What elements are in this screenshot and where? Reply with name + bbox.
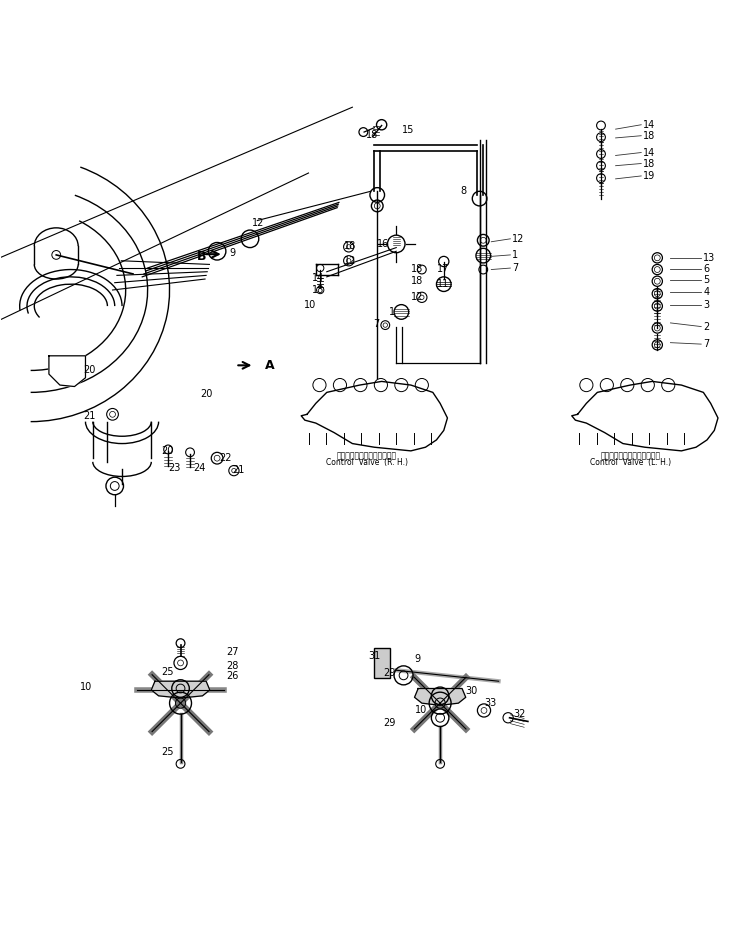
Text: 23: 23 <box>168 464 181 474</box>
Text: 18: 18 <box>644 130 655 141</box>
Text: 18: 18 <box>411 277 423 286</box>
Text: 25: 25 <box>161 748 173 757</box>
Text: 2: 2 <box>703 321 710 331</box>
Text: 18: 18 <box>411 263 423 274</box>
Polygon shape <box>301 382 448 451</box>
Text: 28: 28 <box>227 661 239 671</box>
Text: 1: 1 <box>512 250 518 260</box>
Text: 18: 18 <box>366 130 378 140</box>
Text: 7: 7 <box>703 339 710 349</box>
Text: 13: 13 <box>703 253 716 263</box>
Text: Control  Valve  (R. H.): Control Valve (R. H.) <box>326 458 408 467</box>
Text: 21: 21 <box>233 465 245 475</box>
Text: 10: 10 <box>80 682 92 692</box>
Text: 29: 29 <box>383 668 396 678</box>
Text: 8: 8 <box>461 185 467 196</box>
Text: 31: 31 <box>368 651 381 661</box>
Text: 15: 15 <box>402 125 415 135</box>
Text: 9: 9 <box>415 654 421 664</box>
Text: 12: 12 <box>512 234 524 244</box>
Text: 6: 6 <box>703 263 710 274</box>
Text: B: B <box>197 250 207 263</box>
Text: 25: 25 <box>161 667 173 677</box>
Text: 16: 16 <box>377 239 389 249</box>
Text: 7: 7 <box>373 319 379 330</box>
Text: 14: 14 <box>644 120 655 129</box>
Text: 12: 12 <box>344 256 356 265</box>
Text: 27: 27 <box>227 647 239 657</box>
Text: 14: 14 <box>644 147 655 157</box>
Text: 12: 12 <box>411 292 424 303</box>
Text: 17: 17 <box>437 263 449 274</box>
Text: 18: 18 <box>344 241 356 251</box>
Text: 30: 30 <box>465 686 478 695</box>
Text: 29: 29 <box>383 718 396 728</box>
Text: 10: 10 <box>415 706 426 715</box>
Text: A: A <box>265 358 275 371</box>
Text: 21: 21 <box>83 411 95 421</box>
Text: Control  Valve  (L. H.): Control Valve (L. H.) <box>589 458 671 467</box>
Text: 1: 1 <box>389 307 395 317</box>
Polygon shape <box>572 382 718 451</box>
Text: 7: 7 <box>512 263 518 273</box>
Text: 33: 33 <box>484 698 496 708</box>
Text: コントロールバルブ　（左）: コントロールバルブ （左） <box>600 451 661 460</box>
Text: 20: 20 <box>161 446 173 456</box>
Text: 22: 22 <box>219 453 232 464</box>
Text: 32: 32 <box>513 709 526 719</box>
Text: 18: 18 <box>644 158 655 169</box>
Polygon shape <box>415 689 465 706</box>
Text: 24: 24 <box>194 464 206 474</box>
Text: 20: 20 <box>200 389 213 398</box>
Polygon shape <box>151 681 210 698</box>
Text: コントロールバルブ　（右）: コントロールバルブ （右） <box>337 451 397 460</box>
Text: 4: 4 <box>703 287 710 297</box>
Text: 18: 18 <box>312 285 324 295</box>
Text: 10: 10 <box>304 300 316 310</box>
Text: 14: 14 <box>312 274 324 283</box>
Text: 19: 19 <box>644 171 655 181</box>
Text: 20: 20 <box>83 365 95 374</box>
Polygon shape <box>49 356 85 386</box>
Text: 5: 5 <box>703 275 710 285</box>
Text: 3: 3 <box>703 300 710 310</box>
Text: 9: 9 <box>230 248 236 258</box>
Text: 11: 11 <box>437 279 448 290</box>
Text: 26: 26 <box>227 671 239 681</box>
Text: 12: 12 <box>252 218 264 228</box>
Bar <box>374 648 390 678</box>
